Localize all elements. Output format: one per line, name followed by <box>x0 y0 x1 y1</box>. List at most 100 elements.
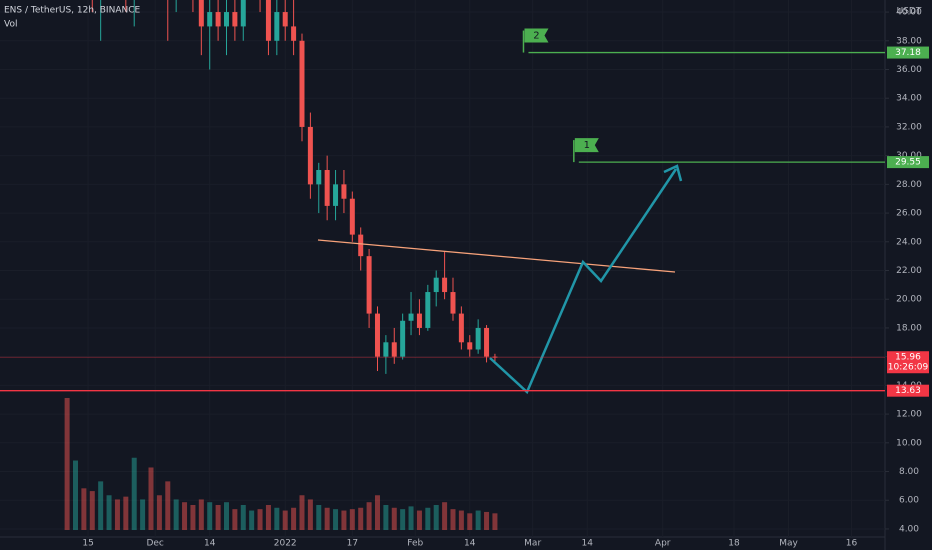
volume-bar <box>383 504 389 530</box>
y-tick-label: 36.00 <box>896 65 922 75</box>
volume-bar <box>442 502 448 530</box>
candle-body <box>425 292 431 328</box>
x-tick-label: 14 <box>464 539 476 549</box>
x-tick-label: 14 <box>581 539 593 549</box>
volume-bar <box>391 507 397 530</box>
volume-label: Vol <box>4 20 17 30</box>
candle-body <box>450 292 456 314</box>
volume-bar <box>140 499 146 530</box>
candle-body <box>366 256 372 314</box>
x-tick-label: Dec <box>146 539 163 549</box>
volume-bar <box>232 509 238 530</box>
candle-body <box>391 342 397 357</box>
x-tick-label: 2022 <box>274 539 297 549</box>
volume-bar <box>173 499 179 530</box>
price-level-tag <box>887 156 929 169</box>
volume-bar <box>98 481 104 530</box>
y-tick-label: 18.00 <box>896 323 922 333</box>
candle-body <box>383 342 389 357</box>
volume-bar <box>400 509 406 530</box>
volume-bar <box>131 457 137 530</box>
volume-bar <box>207 502 213 530</box>
volume-bar <box>416 510 422 530</box>
candle-body <box>215 12 221 27</box>
volume-bar <box>291 507 297 530</box>
volume-bar <box>198 499 204 530</box>
x-tick-label: 15 <box>82 539 93 549</box>
x-tick-label: Mar <box>524 539 541 549</box>
x-tick-label: May <box>779 539 798 549</box>
volume-bar <box>408 506 414 530</box>
volume-bar <box>333 509 339 530</box>
y-tick-label: 6.00 <box>899 496 919 506</box>
currency-label: USDT <box>897 7 922 17</box>
volume-bar <box>433 504 439 530</box>
y-tick-label: 4.00 <box>899 524 919 534</box>
y-tick-label: 38.00 <box>896 36 922 46</box>
volume-bar <box>467 513 473 530</box>
volume-bar <box>81 488 87 530</box>
price-level-label: 29.55 <box>895 158 921 168</box>
flag-label: 2 <box>533 31 539 42</box>
candle-body <box>349 198 355 235</box>
candle-body <box>207 12 213 27</box>
flag <box>574 138 599 153</box>
volume-bar <box>190 504 196 530</box>
y-tick-label: 28.00 <box>896 180 922 190</box>
y-tick-label: 34.00 <box>896 94 922 104</box>
y-tick-label: 12.00 <box>896 410 922 420</box>
flag <box>524 28 549 43</box>
volume-bar <box>223 502 229 530</box>
trend-line <box>317 239 676 273</box>
volume-pane <box>64 398 498 530</box>
price-level-label: 13.63 <box>895 386 921 396</box>
candle-body <box>282 12 288 27</box>
candle-body <box>232 12 238 27</box>
volume-bar <box>114 499 120 530</box>
candle-body <box>333 184 339 206</box>
y-tick-label: 22.00 <box>896 266 922 276</box>
volume-bar <box>265 504 271 530</box>
candle-body <box>307 126 313 185</box>
volume-bar <box>299 495 305 530</box>
volume-bar <box>374 495 380 530</box>
x-tick-label: 18 <box>728 539 740 549</box>
candle-body <box>265 0 271 41</box>
x-tick-label: 16 <box>846 539 858 549</box>
candle-body <box>408 313 414 321</box>
y-tick-label: 40.00 <box>896 8 922 18</box>
volume-bar <box>425 507 431 530</box>
volume-bar <box>123 496 129 530</box>
volume-bar <box>366 502 372 530</box>
volume-bar <box>349 509 355 530</box>
y-tick-label: 20.00 <box>896 295 922 305</box>
volume-bar <box>316 504 322 530</box>
candle-body <box>223 12 229 27</box>
x-tick-label: 14 <box>204 539 216 549</box>
volume-bar <box>89 491 95 530</box>
volume-bar <box>240 504 246 530</box>
x-tick-label: 17 <box>347 539 358 549</box>
candle-body <box>198 0 204 27</box>
volume-bar <box>341 510 347 530</box>
candle-body <box>458 313 464 343</box>
volume-bar <box>475 510 481 530</box>
y-tick-label: 10.00 <box>896 438 922 448</box>
volume-bar <box>148 467 154 530</box>
y-tick-label: 8.00 <box>899 467 919 477</box>
volume-bar <box>215 504 221 530</box>
volume-bar <box>450 509 456 530</box>
volume-bar <box>458 510 464 530</box>
volume-bar <box>156 495 162 530</box>
volume-bar <box>72 460 78 530</box>
volume-bar <box>324 507 330 530</box>
volume-bar <box>282 510 288 530</box>
volume-bar <box>257 509 263 530</box>
price-level-label: 37.18 <box>895 48 921 58</box>
candle-body <box>374 313 380 357</box>
candle-body <box>316 170 322 185</box>
